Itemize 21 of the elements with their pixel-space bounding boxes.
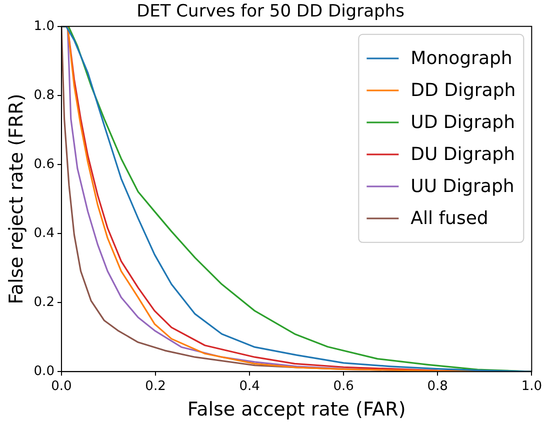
- legend-label: DU Digraph: [410, 144, 515, 166]
- x-tick-label: 0.0: [51, 378, 72, 394]
- legend-label: DD Digraph: [410, 80, 516, 102]
- legend-label: UD Digraph: [410, 112, 515, 134]
- y-axis-title: False reject rate (FRR): [5, 94, 28, 304]
- y-tick-label: 0.4: [34, 226, 54, 241]
- legend-label: Monograph: [410, 48, 512, 70]
- x-tick-label: 0.6: [333, 378, 354, 394]
- x-axis-title: False accept rate (FAR): [187, 398, 406, 421]
- y-tick-label: 1.0: [34, 18, 54, 34]
- y-tick-label: 0.6: [34, 156, 54, 172]
- legend-label: UU Digraph: [410, 176, 514, 198]
- x-tick-label: 0.2: [145, 378, 166, 394]
- x-tick-label: 0.8: [427, 378, 448, 394]
- x-tick-label: 1.0: [521, 378, 542, 394]
- chart-title: DET Curves for 50 DD Digraphs: [136, 2, 405, 22]
- legend-label: All fused: [410, 208, 488, 230]
- x-tick-label: 0.4: [239, 378, 260, 394]
- y-tick-label: 0.8: [34, 88, 54, 103]
- y-tick-label: 0.2: [34, 294, 54, 310]
- y-tick-label: 0.0: [34, 364, 54, 379]
